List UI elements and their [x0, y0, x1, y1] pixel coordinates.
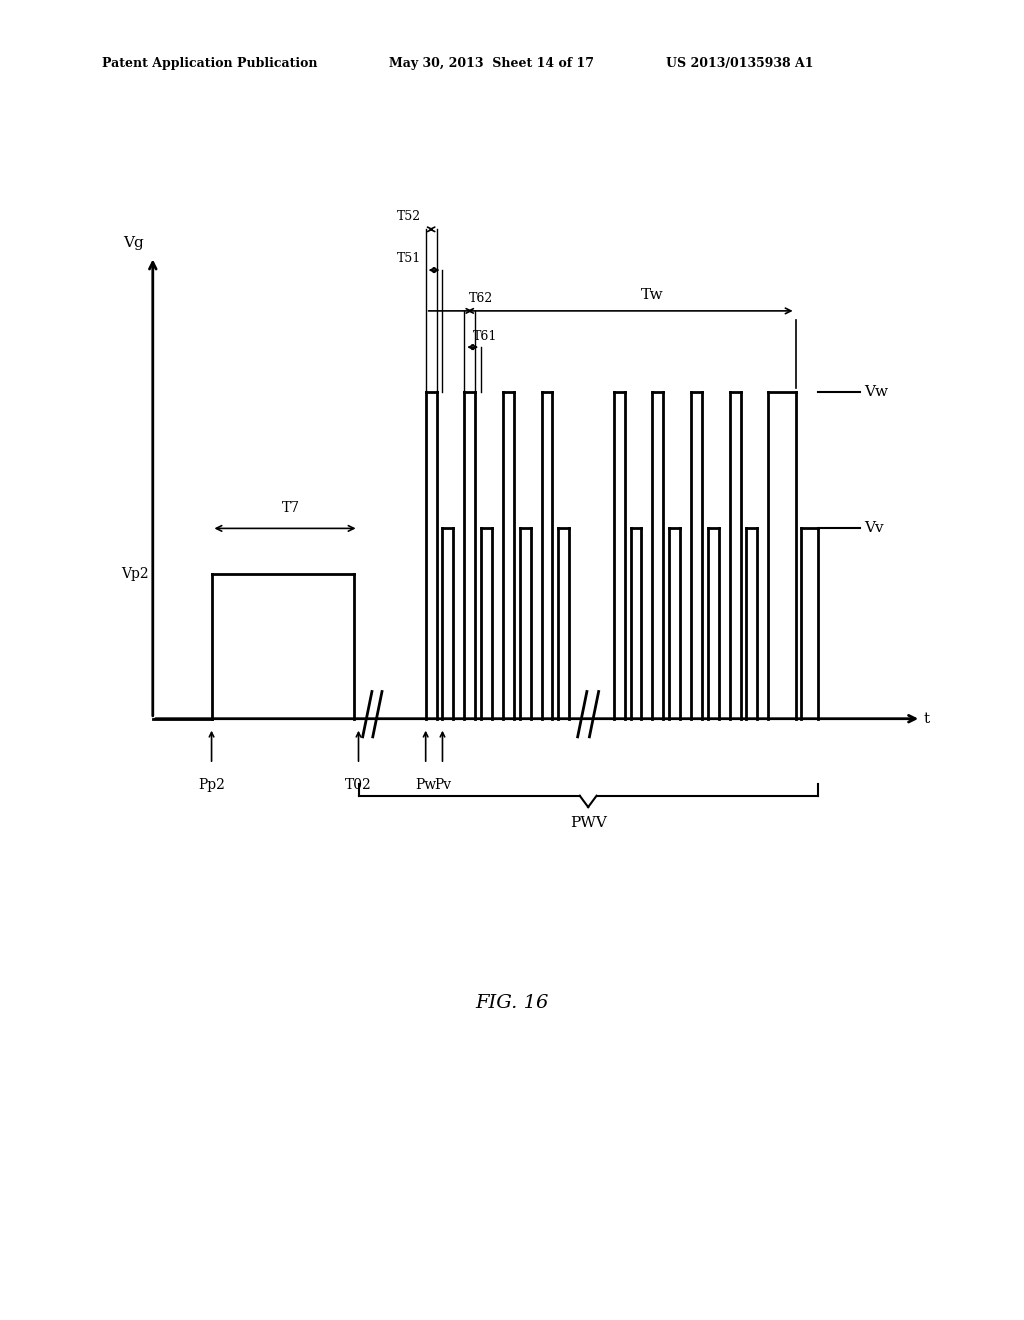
Text: Vw: Vw: [864, 385, 888, 400]
Text: Patent Application Publication: Patent Application Publication: [102, 57, 317, 70]
Text: T51: T51: [397, 252, 422, 265]
Text: Vg: Vg: [124, 236, 144, 249]
Text: T61: T61: [473, 330, 497, 343]
Text: Tw: Tw: [641, 288, 664, 302]
Text: US 2013/0135938 A1: US 2013/0135938 A1: [666, 57, 813, 70]
Text: Pv: Pv: [434, 777, 451, 792]
Text: t: t: [924, 711, 930, 726]
Text: Pp2: Pp2: [198, 777, 225, 792]
Text: T62: T62: [469, 293, 493, 305]
Text: T02: T02: [345, 777, 372, 792]
Text: FIG. 16: FIG. 16: [475, 994, 549, 1012]
Text: Vv: Vv: [864, 521, 884, 536]
Text: PWV: PWV: [569, 816, 606, 830]
Text: May 30, 2013  Sheet 14 of 17: May 30, 2013 Sheet 14 of 17: [389, 57, 594, 70]
Text: Pw: Pw: [415, 777, 436, 792]
Text: Vp2: Vp2: [121, 566, 148, 581]
Text: T7: T7: [283, 500, 300, 515]
Text: T52: T52: [397, 210, 422, 223]
